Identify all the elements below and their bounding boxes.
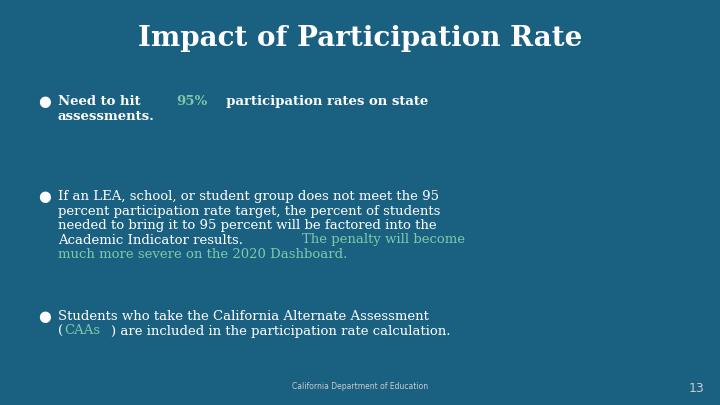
Text: California Department of Education: California Department of Education [292, 382, 428, 391]
Text: Impact of Participation Rate: Impact of Participation Rate [138, 25, 582, 52]
Text: ●: ● [38, 95, 50, 109]
Text: 13: 13 [688, 382, 704, 395]
Text: CAAs: CAAs [65, 324, 101, 337]
Text: much more severe on the 2020 Dashboard.: much more severe on the 2020 Dashboard. [58, 248, 347, 261]
Text: (: ( [58, 324, 63, 337]
Text: 95%: 95% [176, 95, 208, 108]
Text: Students who take the California Alternate Assessment: Students who take the California Alterna… [58, 310, 429, 323]
Text: Need to hit: Need to hit [58, 95, 150, 108]
Text: ) are included in the participation rate calculation.: ) are included in the participation rate… [111, 324, 451, 337]
Text: ●: ● [38, 310, 50, 324]
Text: ●: ● [38, 190, 50, 204]
Text: participation rates on state: participation rates on state [217, 95, 428, 108]
Text: assessments.: assessments. [58, 109, 155, 122]
Text: percent participation rate target, the percent of students: percent participation rate target, the p… [58, 205, 441, 217]
Text: If an LEA, school, or student group does not meet the 95: If an LEA, school, or student group does… [58, 190, 439, 203]
Text: needed to bring it to 95 percent will be factored into the: needed to bring it to 95 percent will be… [58, 219, 436, 232]
Text: The penalty will become: The penalty will become [302, 234, 465, 247]
Text: Academic Indicator results.: Academic Indicator results. [58, 234, 247, 247]
